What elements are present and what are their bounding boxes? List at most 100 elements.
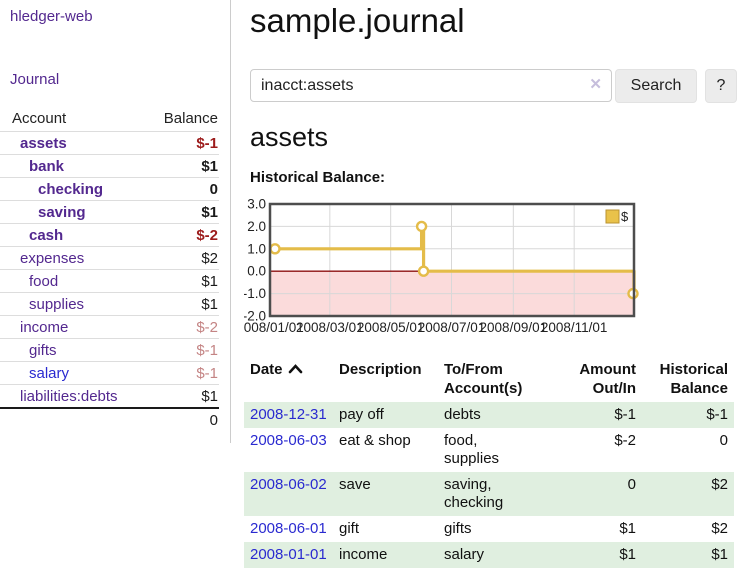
- account-link[interactable]: salary: [29, 364, 70, 382]
- account-row: gifts $-1: [0, 338, 219, 361]
- transaction-balance: $2: [711, 476, 728, 493]
- accounts-header-account: Account: [12, 110, 67, 127]
- account-balance: $1: [201, 387, 218, 405]
- account-balance: $-1: [196, 364, 218, 382]
- transaction-amount: $1: [619, 546, 636, 563]
- transaction-accounts: gifts: [444, 520, 472, 537]
- account-row: expenses $2: [0, 246, 219, 269]
- svg-text:0.0: 0.0: [247, 264, 266, 279]
- account-balance: $1: [201, 295, 218, 313]
- transaction-accounts: debts: [444, 406, 481, 423]
- account-balance: $-2: [196, 226, 218, 244]
- transaction-amount: $1: [619, 520, 636, 537]
- sidebar: hledger-web Journal Account Balance asse…: [0, 0, 231, 443]
- svg-text:2008/07/01: 2008/07/01: [418, 320, 486, 335]
- svg-text:2.0: 2.0: [247, 219, 266, 234]
- transaction-balance: $1: [711, 546, 728, 563]
- account-row: salary $-1: [0, 361, 219, 384]
- accounts-header-row: Account Balance: [0, 106, 219, 131]
- account-link[interactable]: gifts: [29, 341, 57, 359]
- chart-title: Historical Balance:: [250, 169, 386, 186]
- account-balance: $1: [201, 157, 218, 175]
- account-row: bank $1: [0, 154, 219, 177]
- accounts-table: Account Balance assets $-1 bank $1 check…: [0, 106, 219, 431]
- accounts-total-row: 0: [0, 407, 219, 431]
- col-header-balance[interactable]: Historical Balance: [659, 361, 728, 397]
- sidebar-item-journal[interactable]: Journal: [10, 71, 60, 88]
- transaction-row[interactable]: 2008-12-31 pay off debts $-1 $-1: [244, 402, 734, 428]
- register-header-row: Date Description To/From Account(s) Amou…: [244, 360, 734, 402]
- historical-balance-chart: $3.0 2.0 1.0 0.0 -1.0 -2.02008/01/012008/03/0…: [244, 197, 639, 335]
- sort-ascending-icon: [288, 360, 303, 379]
- accounts-total-value: 0: [209, 411, 218, 429]
- svg-text:2008/09/01: 2008/09/01: [480, 320, 548, 335]
- transaction-row[interactable]: 2008-06-03 eat & shop food, supplies $-2…: [244, 428, 734, 472]
- svg-text:-2.0: -2.0: [244, 309, 266, 324]
- account-balance: $1: [201, 203, 218, 221]
- account-link[interactable]: supplies: [29, 295, 85, 313]
- transaction-accounts: salary: [444, 546, 485, 563]
- account-row: liabilities:debts $1: [0, 384, 219, 407]
- account-row: checking 0: [0, 177, 219, 200]
- col-header-amount[interactable]: Amount Out/In: [579, 361, 636, 397]
- transaction-amount: 0: [627, 476, 636, 493]
- accounts-rows: assets $-1 bank $1 checking 0 saving $1 …: [0, 131, 219, 407]
- transaction-description: income: [339, 546, 388, 563]
- col-header-date[interactable]: Date: [244, 360, 339, 402]
- transaction-amount: $-2: [614, 432, 636, 449]
- transaction-row[interactable]: 2008-01-01 income salary $1 $1: [244, 542, 734, 568]
- account-balance: $2: [201, 249, 218, 267]
- account-row: cash $-2: [0, 223, 219, 246]
- transaction-date-link[interactable]: 2008-06-03: [250, 432, 327, 449]
- clear-search-icon[interactable]: ✕: [589, 76, 602, 93]
- svg-text:2008/01/01: 2008/01/01: [244, 320, 304, 335]
- account-link[interactable]: income: [20, 318, 69, 336]
- col-header-date-label: Date: [250, 361, 283, 378]
- transaction-balance: 0: [719, 432, 728, 449]
- account-row: assets $-1: [0, 131, 219, 154]
- account-balance: 0: [209, 180, 218, 198]
- app-title-link[interactable]: hledger-web: [10, 8, 93, 25]
- account-link[interactable]: liabilities:debts: [20, 387, 118, 405]
- svg-text:3.0: 3.0: [247, 197, 266, 212]
- account-link[interactable]: assets: [20, 134, 67, 152]
- search-form: ✕: [250, 69, 612, 102]
- account-link[interactable]: cash: [29, 226, 64, 244]
- transaction-balance: $2: [711, 520, 728, 537]
- transaction-row[interactable]: 2008-06-01 gift gifts $1 $2: [244, 516, 734, 542]
- col-header-description[interactable]: Description: [339, 361, 422, 378]
- transaction-date-link[interactable]: 2008-06-02: [250, 476, 327, 493]
- transaction-accounts: saving, checking: [444, 476, 504, 511]
- svg-text:2008/03/01: 2008/03/01: [296, 320, 364, 335]
- account-link[interactable]: expenses: [20, 249, 85, 267]
- account-link[interactable]: bank: [29, 157, 65, 175]
- search-input[interactable]: [250, 69, 612, 102]
- transaction-row[interactable]: 2008-06-02 save saving, checking 0 $2: [244, 472, 734, 516]
- account-link[interactable]: saving: [38, 203, 86, 221]
- accounts-header-balance: Balance: [163, 110, 218, 127]
- transaction-amount: $-1: [614, 406, 636, 423]
- account-heading: assets: [250, 122, 329, 152]
- help-button[interactable]: ?: [705, 69, 737, 103]
- account-balance: $-1: [196, 134, 218, 152]
- account-row: supplies $1: [0, 292, 219, 315]
- chart-legend-label: $: [621, 209, 629, 224]
- account-link[interactable]: checking: [38, 180, 104, 198]
- search-button[interactable]: Search: [615, 69, 697, 103]
- transaction-description: pay off: [339, 406, 384, 423]
- svg-text:1.0: 1.0: [247, 241, 266, 256]
- transaction-date-link[interactable]: 2008-01-01: [250, 546, 327, 563]
- transaction-date-link[interactable]: 2008-06-01: [250, 520, 327, 537]
- account-row: food $1: [0, 269, 219, 292]
- transaction-description: eat & shop: [339, 432, 411, 449]
- account-link[interactable]: food: [29, 272, 59, 290]
- col-header-accounts[interactable]: To/From Account(s): [444, 361, 523, 397]
- transaction-date-link[interactable]: 2008-12-31: [250, 406, 327, 423]
- transaction-description: gift: [339, 520, 360, 537]
- account-row: saving $1: [0, 200, 219, 223]
- transaction-balance: $-1: [706, 406, 728, 423]
- page-title: sample.journal: [250, 2, 465, 39]
- transaction-accounts: food, supplies: [444, 432, 500, 467]
- transaction-description: save: [339, 476, 371, 493]
- account-balance: $-1: [196, 341, 218, 359]
